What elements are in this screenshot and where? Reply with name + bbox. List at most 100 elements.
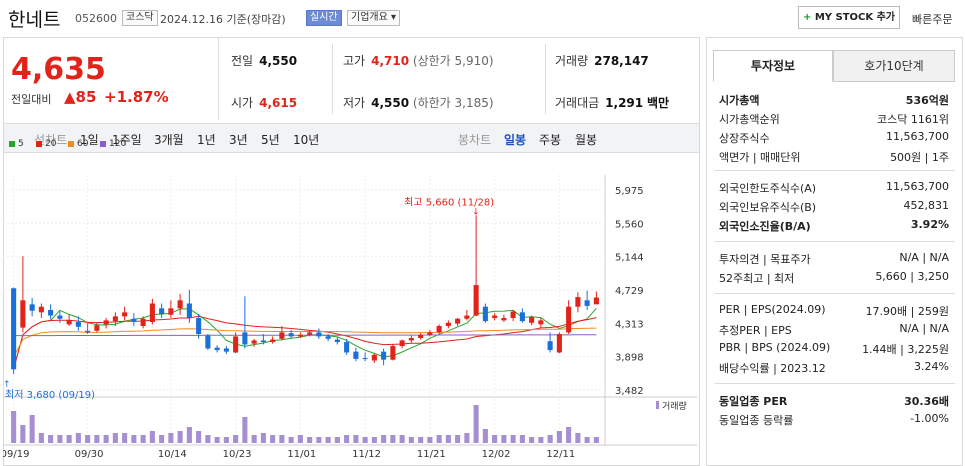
candlestick-chart[interactable]: 5,975 5,560 5,144 4,729 4,313 3,898 3,482 09/19… bbox=[3, 175, 697, 463]
x-tick-label: 11/21 bbox=[417, 449, 446, 460]
amount-label: 거래대금 bbox=[555, 96, 600, 110]
volume-bar bbox=[418, 437, 424, 443]
info-key: 투자의견 | 목표주가 bbox=[719, 253, 811, 266]
tab-1w[interactable]: 1주일 bbox=[112, 133, 142, 147]
lower-limit: (하한가 3,185) bbox=[412, 96, 494, 110]
x-tick-label: 10/14 bbox=[158, 449, 187, 460]
candle-body bbox=[390, 346, 396, 360]
prev-close: 전일 4,550 bbox=[231, 52, 297, 69]
info-value: 536억원 bbox=[905, 94, 949, 107]
candle-body bbox=[205, 335, 211, 349]
candle-body bbox=[85, 330, 91, 333]
volume-bar bbox=[584, 437, 590, 443]
candle-body bbox=[38, 306, 44, 313]
x-tick-label: 12/11 bbox=[546, 449, 575, 460]
overview-dropdown[interactable]: 기업개요 ▾ bbox=[347, 10, 401, 26]
market-badge: 코스닥 bbox=[122, 10, 158, 26]
y-tick-label: 4,313 bbox=[615, 319, 644, 330]
tab-1d[interactable]: 1일 bbox=[80, 133, 99, 147]
volume-bar bbox=[575, 433, 581, 443]
info-value: 5,660 | 3,250 bbox=[875, 270, 949, 283]
legend-label: 60 bbox=[77, 139, 89, 149]
candle-body bbox=[196, 317, 202, 335]
legend-swatch bbox=[9, 140, 15, 147]
tab-weekly[interactable]: 주봉 bbox=[539, 133, 562, 147]
volume-bar bbox=[288, 437, 294, 443]
stock-name: 한네트 bbox=[8, 9, 61, 31]
candle-body bbox=[353, 351, 359, 359]
volume-bar bbox=[381, 435, 387, 443]
volume-bar bbox=[307, 437, 313, 443]
tab-daily[interactable]: 일봉 bbox=[504, 133, 527, 147]
volume-bar bbox=[399, 435, 405, 443]
legend-swatch bbox=[68, 140, 74, 147]
info-key: 시가총액순위 bbox=[719, 113, 780, 126]
info-key: 액면가 | 매매단위 bbox=[719, 151, 801, 164]
tab-investment-info[interactable]: 투자정보 bbox=[713, 50, 833, 82]
candle-body bbox=[593, 297, 599, 305]
candle-body bbox=[575, 297, 581, 307]
volume-bar bbox=[85, 435, 91, 443]
tab-3y[interactable]: 3년 bbox=[229, 133, 248, 147]
x-tick-label: 11/12 bbox=[352, 449, 381, 460]
info-row: 동일업종 등락률 -1.00% bbox=[719, 412, 949, 430]
tab-5y[interactable]: 5년 bbox=[261, 133, 280, 147]
investment-info-panel: 투자정보 호가10단계 시가총액 536억원 시가총액순위 코스닥 1161위 상장주식… bbox=[706, 37, 963, 466]
info-row: 52주최고 | 최저 5,660 | 3,250 bbox=[719, 270, 949, 288]
candle-body bbox=[418, 334, 424, 339]
quick-order-link[interactable]: 빠른주문 bbox=[912, 13, 953, 26]
amount-unit: 백만 bbox=[646, 96, 670, 110]
info-value: 코스닥 1161위 bbox=[877, 113, 949, 126]
low-annotation: 최저 3,680 (09/19) bbox=[5, 389, 95, 401]
x-tick-label: 11/01 bbox=[287, 449, 316, 460]
candle-body bbox=[362, 358, 368, 360]
candle-body bbox=[57, 315, 63, 319]
volume-bar bbox=[455, 435, 461, 443]
volume-legend-swatch bbox=[656, 401, 659, 409]
candle-body bbox=[436, 325, 442, 333]
volume-bar bbox=[140, 435, 146, 443]
volume-bar bbox=[112, 433, 118, 443]
candle-body bbox=[566, 306, 572, 333]
realtime-button[interactable]: 실시간 bbox=[306, 10, 342, 26]
volume-bar bbox=[408, 437, 414, 443]
tab-orderbook[interactable]: 호가10단계 bbox=[833, 50, 955, 82]
candle-body bbox=[344, 342, 350, 353]
volume-bar bbox=[464, 433, 470, 443]
volume-bar bbox=[270, 435, 276, 443]
info-row: 외국인한도주식수(A) 11,563,700 bbox=[719, 180, 949, 198]
tab-monthly[interactable]: 월봉 bbox=[575, 133, 598, 147]
volume-label: 거래량 bbox=[662, 400, 687, 412]
trade-amount: 거래대금 1,291 백만 bbox=[555, 94, 669, 111]
legend-swatch bbox=[100, 140, 106, 147]
volume-bar bbox=[566, 427, 572, 443]
info-row: PBR | BPS (2024.09) 1.44배 | 3,225원 bbox=[719, 341, 949, 359]
legend-label: 120 bbox=[109, 139, 127, 149]
tab-3m[interactable]: 3개월 bbox=[154, 133, 184, 147]
volume-bar bbox=[325, 437, 331, 443]
y-tick-label: 3,482 bbox=[615, 386, 644, 397]
candle-body bbox=[556, 334, 562, 353]
tab-10y[interactable]: 10년 bbox=[293, 133, 320, 147]
info-value: 3.92% bbox=[910, 218, 949, 231]
candle-body bbox=[279, 332, 285, 339]
my-stock-label: MY STOCK 추가 bbox=[814, 12, 896, 23]
info-value: 452,831 bbox=[903, 199, 950, 212]
my-stock-add-button[interactable]: + MY STOCK 추가 bbox=[798, 6, 900, 29]
candle-body bbox=[510, 311, 516, 318]
info-value: -1.00% bbox=[910, 412, 949, 425]
candle-body bbox=[214, 347, 220, 351]
candle-body bbox=[501, 317, 507, 321]
separator bbox=[715, 170, 955, 171]
candle-body bbox=[122, 312, 128, 317]
candle-body bbox=[242, 332, 248, 345]
x-tick-label: 09/19 bbox=[3, 449, 29, 460]
candle-body bbox=[20, 300, 26, 328]
candle-body bbox=[149, 303, 155, 322]
tab-1y[interactable]: 1년 bbox=[197, 133, 216, 147]
info-value: 30.36배 bbox=[904, 395, 949, 408]
volume-bar bbox=[371, 437, 377, 443]
candle-body bbox=[233, 336, 239, 353]
chevron-down-icon: ▾ bbox=[387, 12, 397, 23]
line-chart-label: 선차트 bbox=[34, 133, 68, 147]
